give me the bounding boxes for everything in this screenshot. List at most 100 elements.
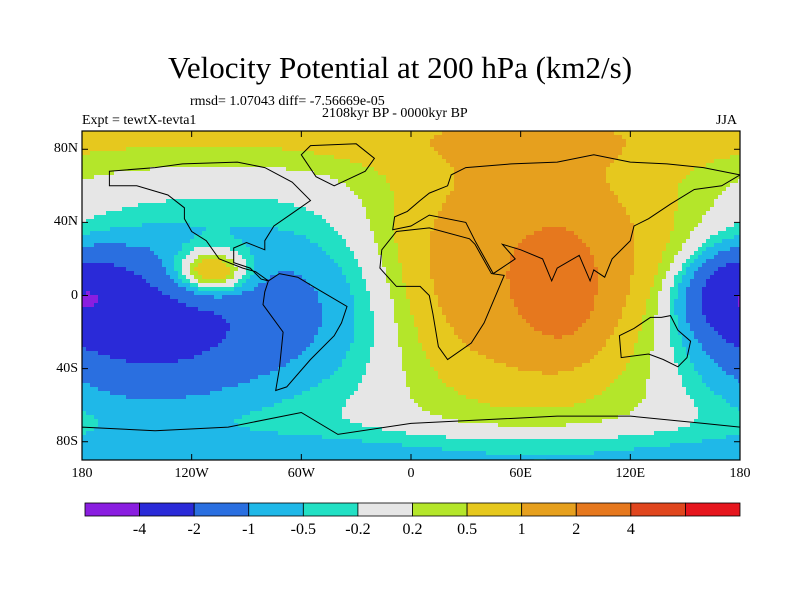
contour-cell	[394, 195, 399, 200]
contour-cell	[130, 243, 135, 248]
contour-cell	[210, 239, 215, 244]
contour-cell	[114, 139, 119, 144]
contour-cell	[474, 223, 479, 228]
contour-cell	[666, 243, 671, 248]
contour-cell	[718, 131, 723, 136]
contour-cell	[278, 235, 283, 240]
contour-cell	[134, 227, 139, 232]
contour-cell	[554, 175, 559, 180]
contour-cell	[582, 143, 587, 148]
contour-cell	[326, 219, 331, 224]
contour-cell	[454, 219, 459, 224]
contour-cell	[602, 131, 607, 136]
contour-cell	[190, 135, 195, 140]
contour-cell	[678, 139, 683, 144]
contour-cell	[410, 219, 415, 224]
contour-cell	[106, 247, 111, 252]
contour-cell	[538, 155, 543, 160]
contour-cell	[570, 143, 575, 148]
contour-cell	[346, 159, 351, 164]
contour-cell	[102, 159, 107, 164]
contour-cell	[430, 135, 435, 140]
contour-cell	[242, 143, 247, 148]
contour-cell	[546, 243, 551, 248]
contour-cell	[130, 231, 135, 236]
contour-cell	[550, 243, 555, 248]
contour-cell	[362, 155, 367, 160]
contour-cell	[602, 135, 607, 140]
contour-cell	[490, 203, 495, 208]
contour-cell	[198, 243, 203, 248]
contour-cell	[102, 199, 107, 204]
contour-cell	[406, 155, 411, 160]
contour-cell	[458, 139, 463, 144]
contour-cell	[86, 195, 91, 200]
contour-cell	[722, 147, 727, 152]
contour-cell	[178, 219, 183, 224]
contour-cell	[670, 203, 675, 208]
contour-cell	[242, 191, 247, 196]
contour-cell	[470, 139, 475, 144]
contour-cell	[478, 219, 483, 224]
contour-cell	[718, 143, 723, 148]
contour-cell	[486, 167, 491, 172]
contour-cell	[330, 175, 335, 180]
contour-cell	[406, 163, 411, 168]
contour-cell	[398, 243, 403, 248]
contour-cell	[370, 183, 375, 188]
contour-cell	[426, 131, 431, 136]
contour-cell	[434, 147, 439, 152]
contour-cell	[414, 167, 419, 172]
contour-cell	[114, 247, 119, 252]
contour-cell	[122, 163, 127, 168]
contour-cell	[318, 203, 323, 208]
contour-cell	[438, 211, 443, 216]
contour-cell	[294, 167, 299, 172]
contour-cell	[714, 247, 719, 252]
contour-cell	[126, 239, 131, 244]
contour-cell	[314, 211, 319, 216]
contour-cell	[338, 223, 343, 228]
contour-cell	[314, 167, 319, 172]
contour-cell	[502, 167, 507, 172]
contour-cell	[702, 175, 707, 180]
contour-cell	[606, 191, 611, 196]
contour-cell	[202, 175, 207, 180]
contour-cell	[130, 143, 135, 148]
contour-cell	[730, 215, 735, 220]
contour-cell	[382, 227, 387, 232]
contour-cell	[178, 159, 183, 164]
contour-cell	[254, 199, 259, 204]
contour-cell	[130, 151, 135, 156]
contour-cell	[234, 251, 239, 256]
contour-cell	[218, 163, 223, 168]
contour-cell	[178, 235, 183, 240]
contour-cell	[494, 171, 499, 176]
contour-cell	[706, 191, 711, 196]
contour-cell	[262, 167, 267, 172]
contour-cell	[650, 235, 655, 240]
contour-cell	[226, 183, 231, 188]
contour-cell	[214, 131, 219, 136]
contour-cell	[174, 167, 179, 172]
contour-cell	[338, 243, 343, 248]
contour-cell	[738, 219, 740, 224]
contour-cell	[190, 183, 195, 188]
contour-cell	[710, 175, 715, 180]
contour-cell	[638, 135, 643, 140]
contour-cell	[102, 251, 107, 256]
contour-cell	[474, 167, 479, 172]
contour-cell	[222, 159, 227, 164]
contour-cell	[594, 143, 599, 148]
contour-cell	[286, 223, 291, 228]
contour-cell	[658, 171, 663, 176]
contour-cell	[198, 155, 203, 160]
contour-cell	[490, 219, 495, 224]
contour-cell	[594, 207, 599, 212]
contour-cell	[738, 227, 740, 232]
contour-cell	[330, 227, 335, 232]
contour-cell	[326, 191, 331, 196]
contour-cell	[654, 143, 659, 148]
contour-cell	[378, 175, 383, 180]
